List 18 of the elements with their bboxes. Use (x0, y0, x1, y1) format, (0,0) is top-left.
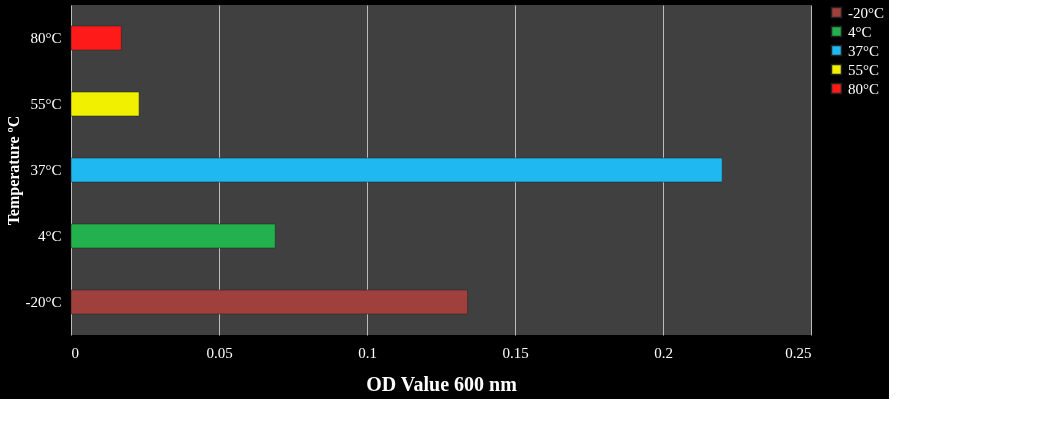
y-tick-label: 80°C (30, 30, 62, 46)
legend-label: -20°C (848, 4, 884, 21)
legend-label: 55°C (848, 61, 880, 78)
y-tick-label: 55°C (30, 96, 62, 112)
legend-label: 4°C (848, 23, 872, 40)
y-axis-title: Temperature ºC (4, 115, 23, 226)
x-tick-label: 0.15 (502, 344, 529, 361)
x-tick-label: 0.1 (358, 344, 377, 361)
x-axis-title: OD Value 600 nm (366, 372, 518, 395)
legend-label: 37°C (848, 42, 880, 59)
x-tick-label: 0.2 (654, 344, 673, 361)
y-tick-label: -20°C (25, 294, 62, 310)
x-tick-label: 0.05 (206, 344, 233, 361)
x-tick-label: 0 (71, 344, 79, 361)
x-tick-label: 0.25 (785, 344, 812, 361)
y-tick-label: 4°C (37, 228, 62, 244)
legend-label: 80°C (848, 80, 880, 97)
y-tick-label: 37°C (30, 162, 62, 178)
